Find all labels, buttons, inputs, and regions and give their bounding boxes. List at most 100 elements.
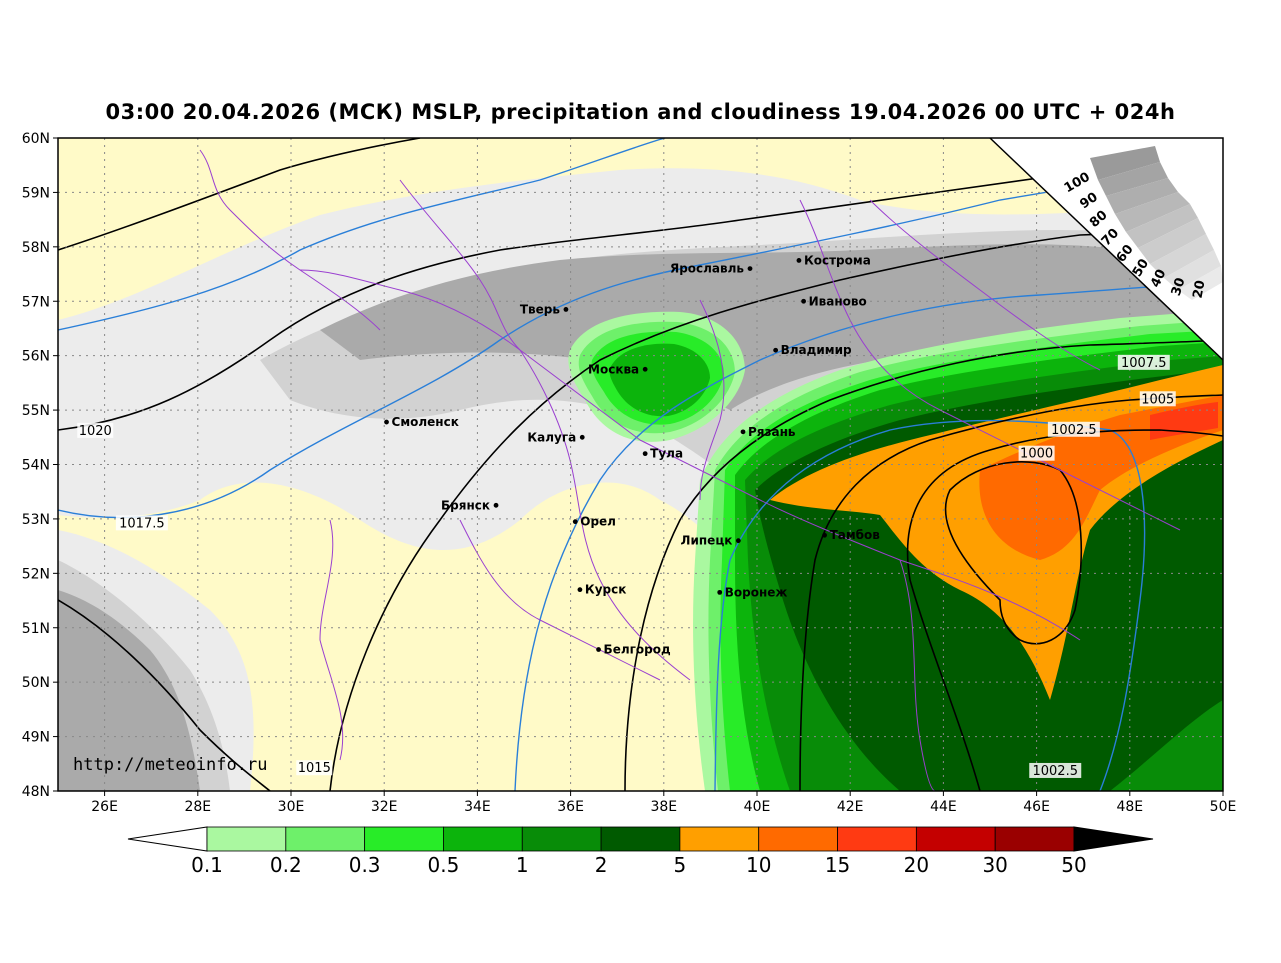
- city-dot: [384, 419, 389, 425]
- legend-swatch: [443, 826, 523, 852]
- legend-tick-label: 5: [674, 853, 687, 877]
- legend-tick-label: 2: [595, 853, 608, 877]
- lat-tick-label: 58N: [22, 240, 50, 256]
- city-marker: Тверь: [520, 302, 569, 316]
- isobar-label: 1020: [77, 422, 114, 439]
- lat-tick-label: 48N: [22, 784, 50, 800]
- lat-tick-label: 49N: [22, 730, 50, 746]
- city-marker: Москва: [588, 362, 648, 376]
- latitude-axis: 60N 59N 58N 57N 56N 55N 54N 53N 52N 51N 50N 49N 48N: [22, 131, 58, 800]
- source-url[interactable]: http://meteoinfo.ru: [73, 755, 267, 775]
- longitude-axis: 26E 28E 30E 32E 34E 36E 38E 40E 42E 44E 46E 48E 50E: [91, 791, 1236, 815]
- lon-tick-label: 32E: [371, 799, 398, 815]
- legend-tick-label: 0.1: [191, 853, 223, 877]
- isobar-value: 1017.5: [119, 516, 165, 531]
- isobar-label-bg: [77, 422, 114, 438]
- isobar-label-bg: [1117, 354, 1170, 370]
- city-marker: Белгород: [596, 643, 671, 657]
- city-dot: [579, 434, 585, 440]
- lat-lon-grid: [58, 138, 1223, 791]
- isobar-value: 1000: [1020, 447, 1053, 462]
- city-label: Белгород: [604, 643, 671, 657]
- isobar-label: 1015: [296, 760, 333, 776]
- lat-tick-label: 57N: [22, 294, 50, 310]
- chart-title: 03:00 20.04.2026 (МСК) MSLP, precipitati…: [105, 100, 1176, 124]
- lon-tick-label: 28E: [184, 799, 211, 815]
- city-marker: Курск: [577, 583, 626, 597]
- lat-tick-label: 53N: [22, 512, 50, 528]
- cloud-dark-area: [320, 244, 1223, 410]
- city-label: Москва: [588, 362, 639, 376]
- city-label: Ярославль: [670, 262, 744, 276]
- city-marker: Ярославль: [670, 262, 753, 276]
- legend-tick-label: 10: [746, 853, 771, 877]
- isobar-label-bg: [115, 515, 168, 531]
- precipitation-legend: 0.1 0.2 0.3 0.5 1 2 5 10 15 20 30 50: [127, 826, 1154, 877]
- isobar-label-bg: [296, 760, 333, 776]
- legend-tick-label: 20: [904, 853, 929, 877]
- isobar-label-bg: [1018, 445, 1055, 461]
- city-label: Воронеж: [725, 585, 788, 599]
- city-marker: Владимир: [773, 343, 852, 357]
- isobar-label-bg: [1139, 391, 1176, 407]
- lon-tick-label: 44E: [930, 799, 957, 815]
- city-marker: Тула: [642, 447, 683, 461]
- city-marker: Иваново: [801, 294, 867, 308]
- legend-tick-label: 30: [982, 853, 1007, 877]
- cloud-scale-label: 40: [1148, 267, 1169, 290]
- city-marker: Кострома: [796, 253, 871, 267]
- city-label: Тамбов: [830, 528, 881, 542]
- city-label: Брянск: [441, 498, 490, 512]
- city-marker: Брянск: [441, 498, 499, 512]
- legend-swatch: [679, 826, 760, 852]
- isobar-value: 1002.5: [1032, 764, 1078, 779]
- lon-tick-label: 46E: [1023, 799, 1050, 815]
- legend-swatch: [758, 826, 838, 852]
- cloud-scale-label: 30: [1169, 276, 1189, 298]
- legend-swatch: [206, 826, 287, 852]
- precip-0.5-moscow: [609, 343, 710, 417]
- legend-swatch: [285, 826, 366, 852]
- isobars: [58, 138, 1223, 791]
- city-marker: Смоленск: [384, 415, 459, 429]
- lat-tick-label: 56N: [22, 349, 50, 365]
- isotherms: [58, 138, 1223, 791]
- lon-tick-label: 38E: [650, 799, 677, 815]
- city-dot: [577, 587, 583, 593]
- city-label: Тула: [650, 447, 683, 461]
- lat-tick-label: 60N: [22, 131, 50, 147]
- isobar-value: 1002.5: [1051, 423, 1097, 438]
- city-label: Смоленск: [392, 415, 459, 429]
- isobar-value: 1020: [79, 424, 112, 439]
- lat-tick-label: 59N: [22, 185, 50, 201]
- legend-tick-label: 0.5: [428, 853, 460, 877]
- isobar-value: 1007.5: [1121, 356, 1167, 371]
- isobar-value: 1005: [1141, 392, 1174, 407]
- city-label: Липецк: [681, 534, 733, 548]
- city-dot: [822, 532, 827, 538]
- legend-swatch: [994, 826, 1075, 852]
- lat-tick-label: 55N: [22, 403, 50, 419]
- city-dot: [596, 647, 601, 652]
- city-dot: [642, 366, 648, 372]
- lon-tick-label: 26E: [91, 799, 118, 815]
- city-label: Кострома: [804, 253, 871, 267]
- city-label: Орел: [580, 515, 616, 529]
- legend-swatch: [521, 826, 602, 852]
- isobar-label: 1002.5: [1029, 762, 1082, 779]
- isobar-value: 1015: [298, 761, 331, 776]
- legend-low-arrow: [127, 826, 208, 852]
- cloud-scale-label: 20: [1191, 279, 1209, 299]
- lat-tick-label: 52N: [22, 566, 50, 582]
- lat-tick-label: 54N: [22, 458, 50, 474]
- city-dot: [801, 298, 806, 304]
- isobar-label: 1007.5: [1117, 354, 1170, 371]
- cloud-dark-southwest: [58, 590, 200, 791]
- city-label: Владимир: [781, 343, 852, 357]
- lon-tick-label: 48E: [1116, 799, 1143, 815]
- isobar-label: 1002.5: [1047, 421, 1100, 438]
- lon-tick-label: 40E: [744, 799, 771, 815]
- borders: [199, 149, 1181, 791]
